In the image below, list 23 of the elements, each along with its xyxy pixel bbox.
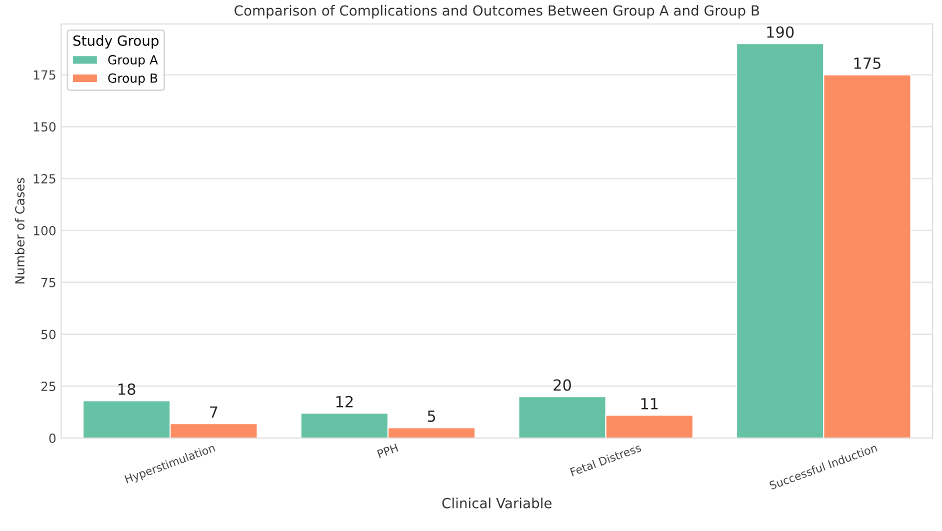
y-tick-label: 50 (41, 330, 56, 340)
legend-title: Study Group (73, 35, 159, 49)
data-label: 20 (554, 379, 571, 391)
y-tick-label: 75 (41, 278, 56, 288)
data-label: 175 (854, 58, 880, 70)
data-label: 12 (336, 396, 353, 408)
data-label: 7 (210, 406, 218, 418)
data-label: 190 (767, 26, 794, 38)
x-tick-label: PPH (377, 444, 398, 458)
data-label: 5 (428, 410, 436, 422)
y-axis-title: Number of Cases (14, 178, 25, 284)
y-tick-label: 150 (34, 122, 56, 132)
y-tick-label: 0 (49, 434, 56, 443)
y-tick-label: 25 (41, 382, 56, 392)
data-label: 18 (118, 383, 136, 395)
y-tick-label: 125 (34, 174, 56, 184)
y-tick-label: 100 (34, 226, 56, 236)
legend-label: Group B (108, 73, 158, 86)
y-tick-label: 175 (34, 70, 56, 80)
legend-label: Group A (108, 55, 158, 67)
x-axis-title: Clinical Variable (442, 498, 552, 508)
chart-title: Comparison of Complications and Outcomes Between Group A and Group B (234, 5, 760, 18)
data-label: 11 (641, 398, 658, 410)
